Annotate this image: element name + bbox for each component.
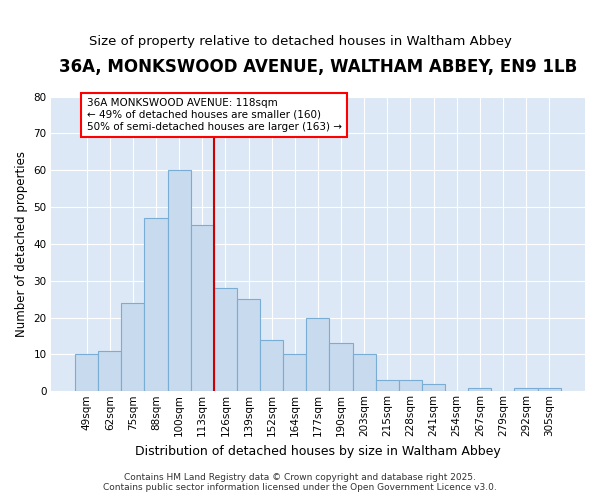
Y-axis label: Number of detached properties: Number of detached properties	[15, 151, 28, 337]
Bar	[422, 384, 445, 392]
Bar	[329, 344, 353, 392]
Bar	[353, 354, 376, 392]
Bar	[167, 170, 191, 392]
Bar	[283, 354, 307, 392]
Bar	[399, 380, 422, 392]
Text: Contains HM Land Registry data © Crown copyright and database right 2025.: Contains HM Land Registry data © Crown c…	[124, 474, 476, 482]
Bar	[260, 340, 283, 392]
X-axis label: Distribution of detached houses by size in Waltham Abbey: Distribution of detached houses by size …	[135, 444, 501, 458]
Bar	[121, 303, 145, 392]
Bar	[98, 350, 121, 392]
Bar	[75, 354, 98, 392]
Bar	[307, 318, 329, 392]
Text: 36A MONKSWOOD AVENUE: 118sqm
← 49% of detached houses are smaller (160)
50% of s: 36A MONKSWOOD AVENUE: 118sqm ← 49% of de…	[86, 98, 341, 132]
Text: Size of property relative to detached houses in Waltham Abbey: Size of property relative to detached ho…	[89, 35, 511, 48]
Bar	[237, 299, 260, 392]
Bar	[468, 388, 491, 392]
Bar	[214, 288, 237, 392]
Bar	[514, 388, 538, 392]
Text: Contains public sector information licensed under the Open Government Licence v3: Contains public sector information licen…	[103, 484, 497, 492]
Bar	[538, 388, 561, 392]
Bar	[191, 226, 214, 392]
Bar	[376, 380, 399, 392]
Bar	[145, 218, 167, 392]
Title: 36A, MONKSWOOD AVENUE, WALTHAM ABBEY, EN9 1LB: 36A, MONKSWOOD AVENUE, WALTHAM ABBEY, EN…	[59, 58, 577, 76]
